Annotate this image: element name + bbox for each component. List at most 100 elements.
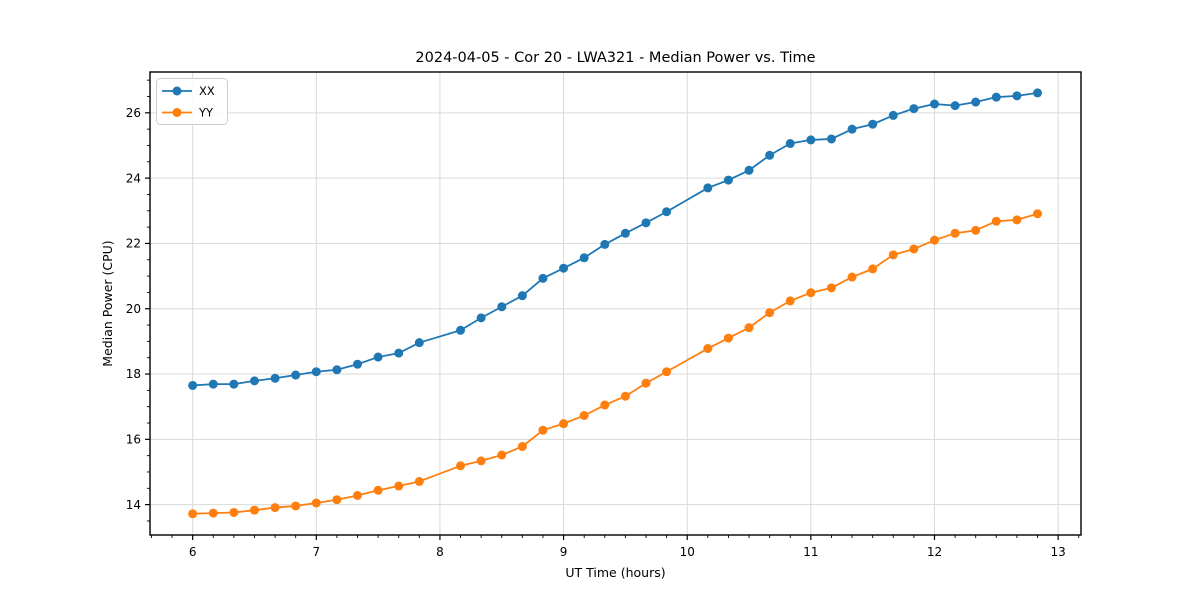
series-point-xx — [1033, 88, 1043, 98]
series-point-xx — [641, 218, 651, 228]
series-point-xx — [414, 338, 424, 348]
x-tick-label: 11 — [803, 545, 818, 559]
series-point-yy — [950, 228, 960, 238]
series-point-xx — [620, 228, 630, 238]
series-point-xx — [517, 291, 527, 301]
series-point-yy — [476, 456, 486, 466]
series-point-yy — [847, 272, 857, 282]
y-tick-label: 26 — [126, 106, 141, 120]
series-point-yy — [1012, 215, 1022, 225]
y-tick-label: 22 — [126, 237, 141, 251]
series-point-yy — [662, 367, 672, 377]
series-point-yy — [559, 419, 569, 429]
series-point-xx — [579, 253, 589, 263]
series-line-yy — [192, 212, 1038, 515]
series-point-xx — [971, 97, 981, 107]
series-point-yy — [517, 442, 527, 452]
x-axis-label: UT Time (hours) — [565, 565, 665, 580]
series-point-xx — [765, 150, 775, 160]
series-point-xx — [950, 101, 960, 111]
series-point-xx — [229, 379, 239, 389]
series-point-xx — [456, 325, 466, 335]
series-point-yy — [373, 485, 383, 495]
series-point-xx — [538, 273, 548, 283]
series-point-xx — [188, 380, 198, 390]
series-point-yy — [600, 400, 610, 410]
y-tick-label: 16 — [126, 433, 141, 447]
series-point-xx — [497, 302, 507, 312]
series-point-xx — [785, 139, 795, 149]
series-point-xx — [311, 367, 321, 377]
legend-box — [156, 78, 228, 125]
series-point-yy — [991, 216, 1001, 226]
series-point-yy — [579, 411, 589, 420]
series-point-yy — [723, 333, 733, 343]
series-point-yy — [641, 378, 651, 388]
series-point-xx — [909, 104, 919, 114]
series-point-yy — [332, 495, 342, 505]
chart-title: 2024-04-05 - Cor 20 - LWA321 - Median Po… — [415, 50, 815, 66]
x-tick-label: 6 — [189, 545, 197, 559]
series-point-yy — [249, 505, 259, 515]
series-point-yy — [1033, 209, 1043, 219]
series-point-xx — [249, 376, 259, 386]
series-point-xx — [826, 134, 836, 144]
series-point-yy — [826, 283, 836, 293]
series-point-yy — [868, 264, 878, 274]
series-point-xx — [1012, 91, 1022, 101]
series-point-yy — [188, 509, 198, 519]
y-tick-label: 14 — [126, 498, 141, 512]
series-point-yy — [971, 225, 981, 235]
series-point-xx — [888, 110, 898, 120]
series-point-yy — [744, 323, 754, 333]
legend: XX YY — [156, 78, 228, 125]
series-point-yy — [394, 481, 404, 491]
legend-marker-yy — [172, 108, 182, 117]
series-point-yy — [888, 250, 898, 260]
series-point-xx — [270, 373, 280, 383]
series-point-xx — [744, 165, 754, 175]
x-tick-label: 10 — [680, 545, 695, 559]
y-axis-label: Median Power (CPU) — [100, 240, 115, 366]
x-tick-label: 8 — [436, 545, 444, 559]
series-point-xx — [806, 135, 816, 145]
x-tick-label: 13 — [1050, 545, 1065, 559]
series-point-xx — [559, 263, 569, 273]
series-point-yy — [538, 425, 548, 435]
series-point-yy — [929, 235, 939, 245]
series-point-yy — [456, 461, 466, 471]
y-tick-label: 18 — [126, 367, 141, 381]
series-point-yy — [909, 244, 919, 254]
x-tick-label: 9 — [560, 545, 568, 559]
series-point-yy — [311, 498, 321, 508]
series-line-xx — [192, 92, 1038, 387]
series-point-xx — [394, 348, 404, 358]
plot-background — [150, 72, 1081, 535]
legend-label-yy: YY — [198, 106, 214, 120]
series-point-yy — [270, 503, 280, 513]
series-point-xx — [847, 124, 857, 134]
series-point-xx — [373, 352, 383, 362]
series-point-yy — [620, 391, 630, 401]
series-point-xx — [662, 207, 672, 217]
series-point-xx — [929, 99, 939, 109]
y-tick-label: 24 — [126, 171, 141, 185]
series-point-xx — [208, 379, 218, 389]
series-point-xx — [476, 313, 486, 323]
series-point-yy — [785, 296, 795, 306]
series-point-xx — [291, 370, 301, 380]
series-point-yy — [208, 508, 218, 518]
series-point-xx — [723, 175, 733, 185]
series-point-yy — [703, 344, 713, 354]
y-tick-label: 20 — [126, 302, 141, 316]
series-point-yy — [291, 501, 301, 511]
series-point-xx — [703, 183, 713, 193]
series-point-yy — [765, 308, 775, 318]
series-point-xx — [991, 92, 1001, 102]
series-point-xx — [868, 119, 878, 129]
x-tick-label: 7 — [312, 545, 320, 559]
plot-border — [149, 71, 1082, 536]
series-point-xx — [600, 239, 610, 249]
